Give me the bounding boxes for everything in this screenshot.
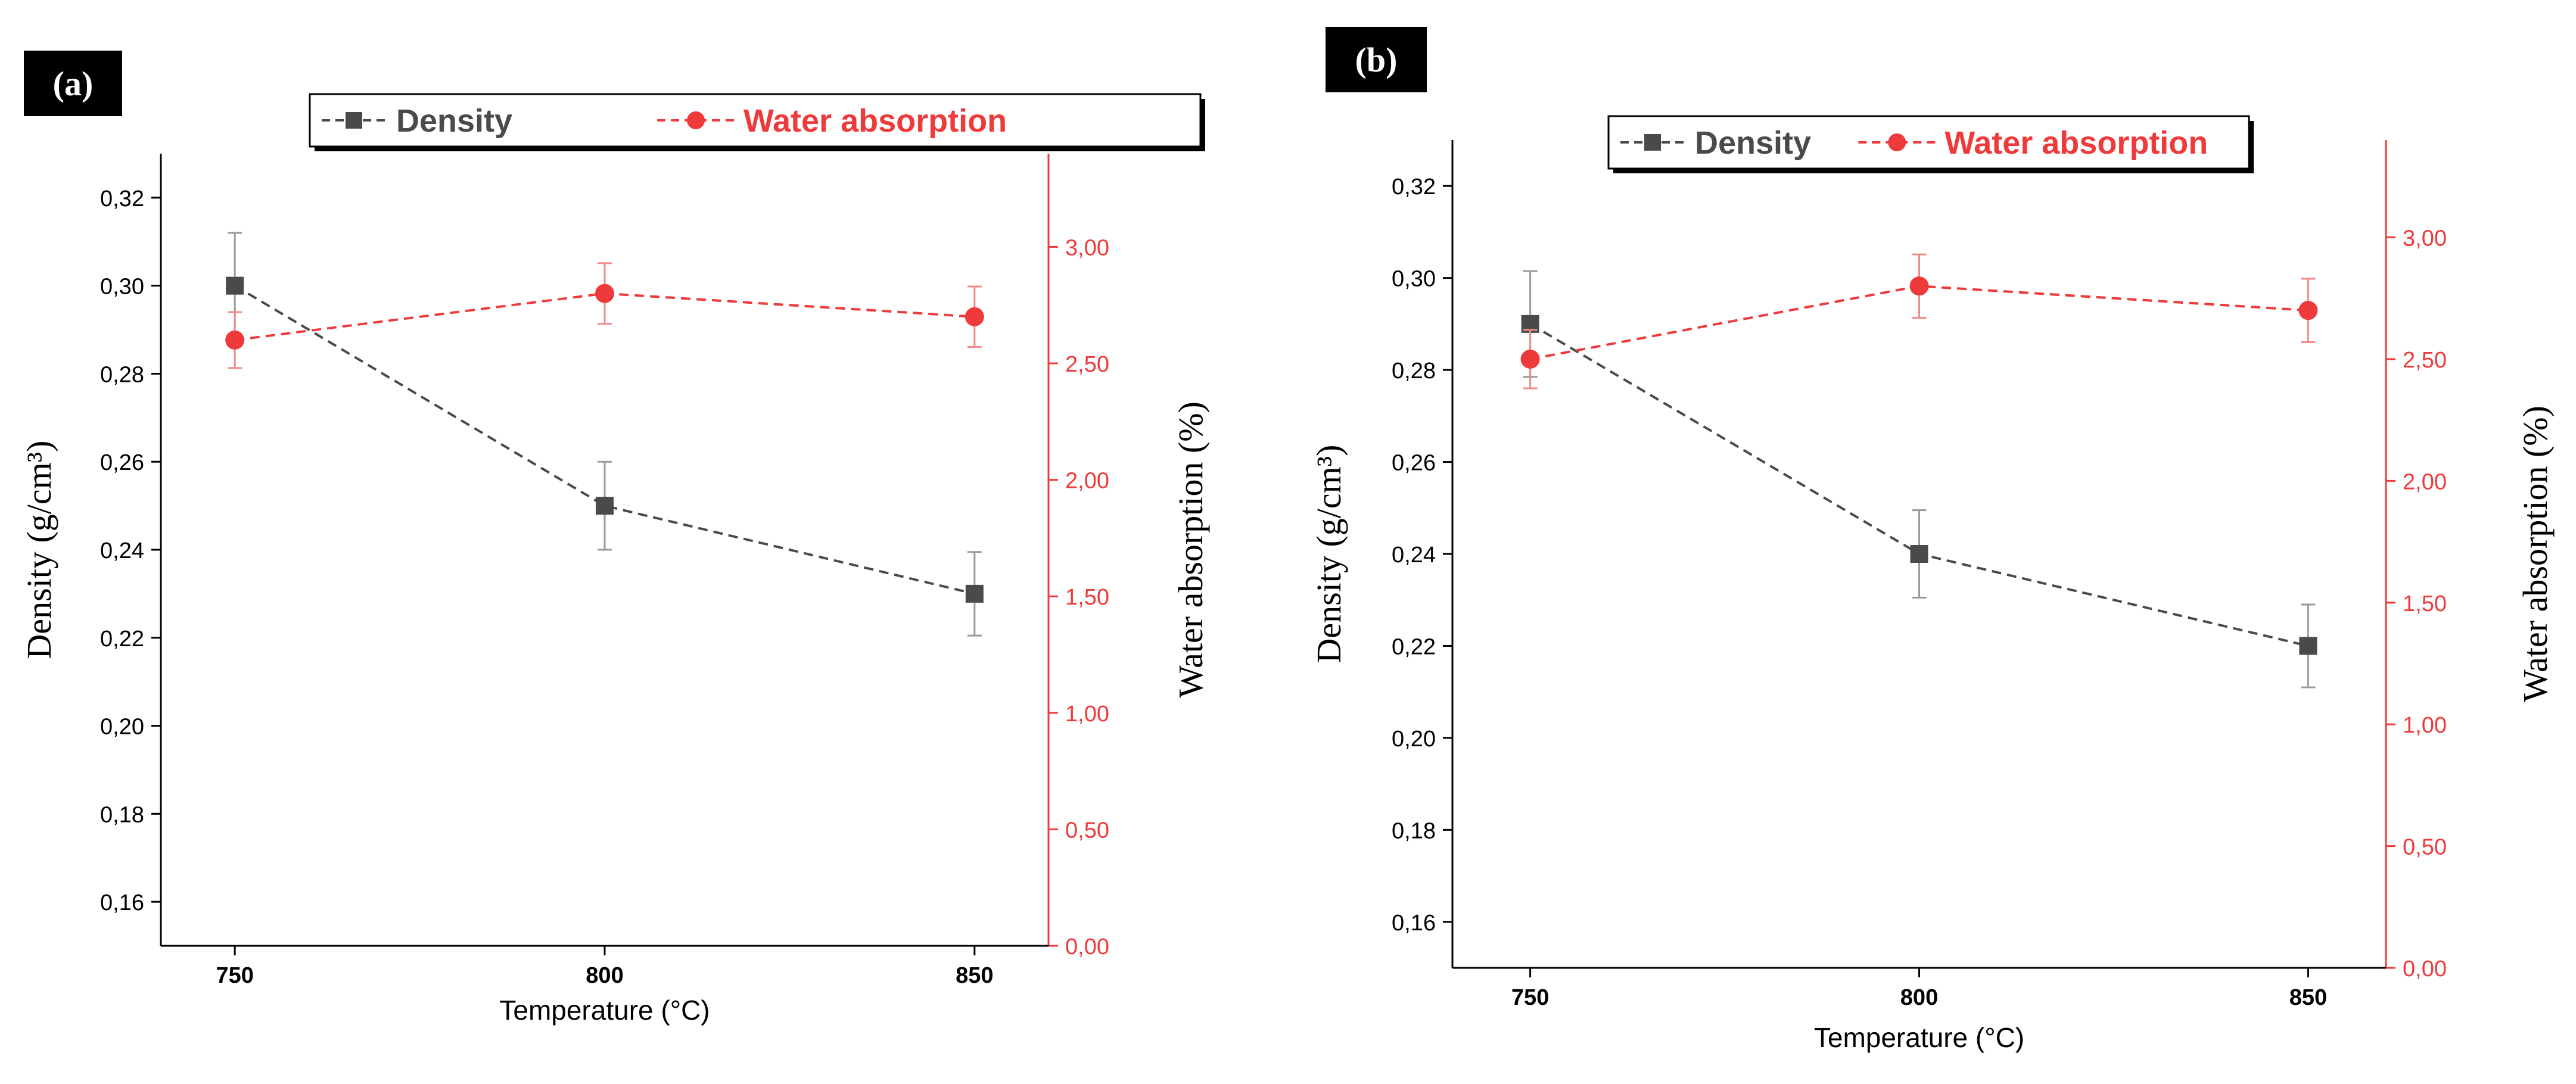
y2-tick-label: 0,50 [1065,818,1109,843]
legend-box [309,93,1202,148]
y2-tick-label: 2,00 [1065,469,1109,494]
y-tick-label: 0,16 [1392,911,1436,936]
water-point [1520,349,1540,369]
x-tick-label: 800 [1900,985,1938,1010]
y-axis-label: Density (g/cm³) [20,441,58,659]
x-tick-label: 750 [1511,985,1549,1010]
y2-tick-label: 0,00 [1065,935,1109,960]
legend-water-label: Water absorption [1945,125,2208,161]
y2-tick-label: 2,50 [2403,348,2447,373]
x-tick-label: 850 [2289,985,2327,1010]
x-tick-label: 750 [216,963,253,988]
panel-label: (a) [53,64,94,103]
panel-label-badge [1326,27,1427,92]
y-axis-label: Density (g/cm³) [1309,445,1348,664]
y2-tick-label: 3,00 [1065,235,1109,260]
density-series-line [234,284,975,595]
water-point [965,307,984,326]
water-point [2298,301,2318,320]
legend-density-label: Density [1695,125,1811,161]
legend-density-marker [1644,134,1661,151]
y-tick-label: 0,24 [100,538,144,563]
legend-water-marker [687,111,705,129]
density-point [1910,545,1928,563]
legend-water-label: Water absorption [743,103,1007,139]
y-tick-label: 0,32 [100,186,144,211]
y-tick-label: 0,26 [100,450,144,475]
y2-tick-label: 2,50 [1065,352,1109,377]
water-point [1909,276,1929,296]
y-tick-label: 0,28 [100,362,144,387]
panel-a: (a) 0,16 0,18 0,20 0,22 0,24 0,26 0,28 0,30 0,32 0… [20,51,1210,1026]
y-tick-label: 0,30 [1392,267,1436,292]
panel-label: (b) [1355,41,1398,79]
y2-tick-label: 0,50 [2403,835,2447,860]
y2-tick-label: 1,50 [2403,591,2447,616]
y2-tick-label: 2,00 [2403,469,2447,494]
y-tick-label: 0,22 [100,627,144,652]
legend-water-marker [1888,133,1906,151]
density-point [2299,637,2317,655]
y-tick-label: 0,30 [100,275,144,300]
y2-tick-label: 1,00 [2403,713,2447,738]
legend-density-marker [346,112,362,129]
density-point [226,276,244,295]
water-point [595,284,614,303]
y-tick-label: 0,20 [100,715,144,740]
water-point [225,330,245,350]
x-axis-label: Temperature (°C) [1814,1022,2024,1053]
x-tick-label: 850 [956,963,993,988]
y-tick-label: 0,16 [100,890,144,915]
panel-b: (b) 0,16 0,18 0,20 0,22 0,24 0,26 0,28 0,30 0,32 0… [1309,27,2555,1053]
density-point [596,497,614,515]
y2-tick-label: 0,00 [2403,957,2447,982]
y-tick-label: 0,18 [1392,818,1436,843]
y-tick-label: 0,28 [1392,359,1436,384]
y-tick-label: 0,26 [1392,451,1436,476]
density-point [965,584,984,603]
y2-tick-label: 1,50 [1065,585,1109,610]
y-tick-label: 0,22 [1392,634,1436,659]
y2-axis-label: Water absorption (%) [1171,401,1210,698]
panel-label-badge [24,51,122,116]
y2-axis-label: Water absorption (%) [2516,406,2555,702]
legend-density-label: Density [396,103,512,139]
x-axis-label: Temperature (°C) [499,995,710,1026]
x-tick-label: 800 [586,963,623,988]
y2-tick-label: 1,00 [1065,702,1109,727]
y-tick-label: 0,18 [100,802,144,827]
y-tick-label: 0,32 [1392,175,1436,200]
y-tick-label: 0,24 [1392,543,1436,568]
y-tick-label: 0,20 [1392,727,1436,752]
y2-tick-label: 3,00 [2403,226,2447,251]
